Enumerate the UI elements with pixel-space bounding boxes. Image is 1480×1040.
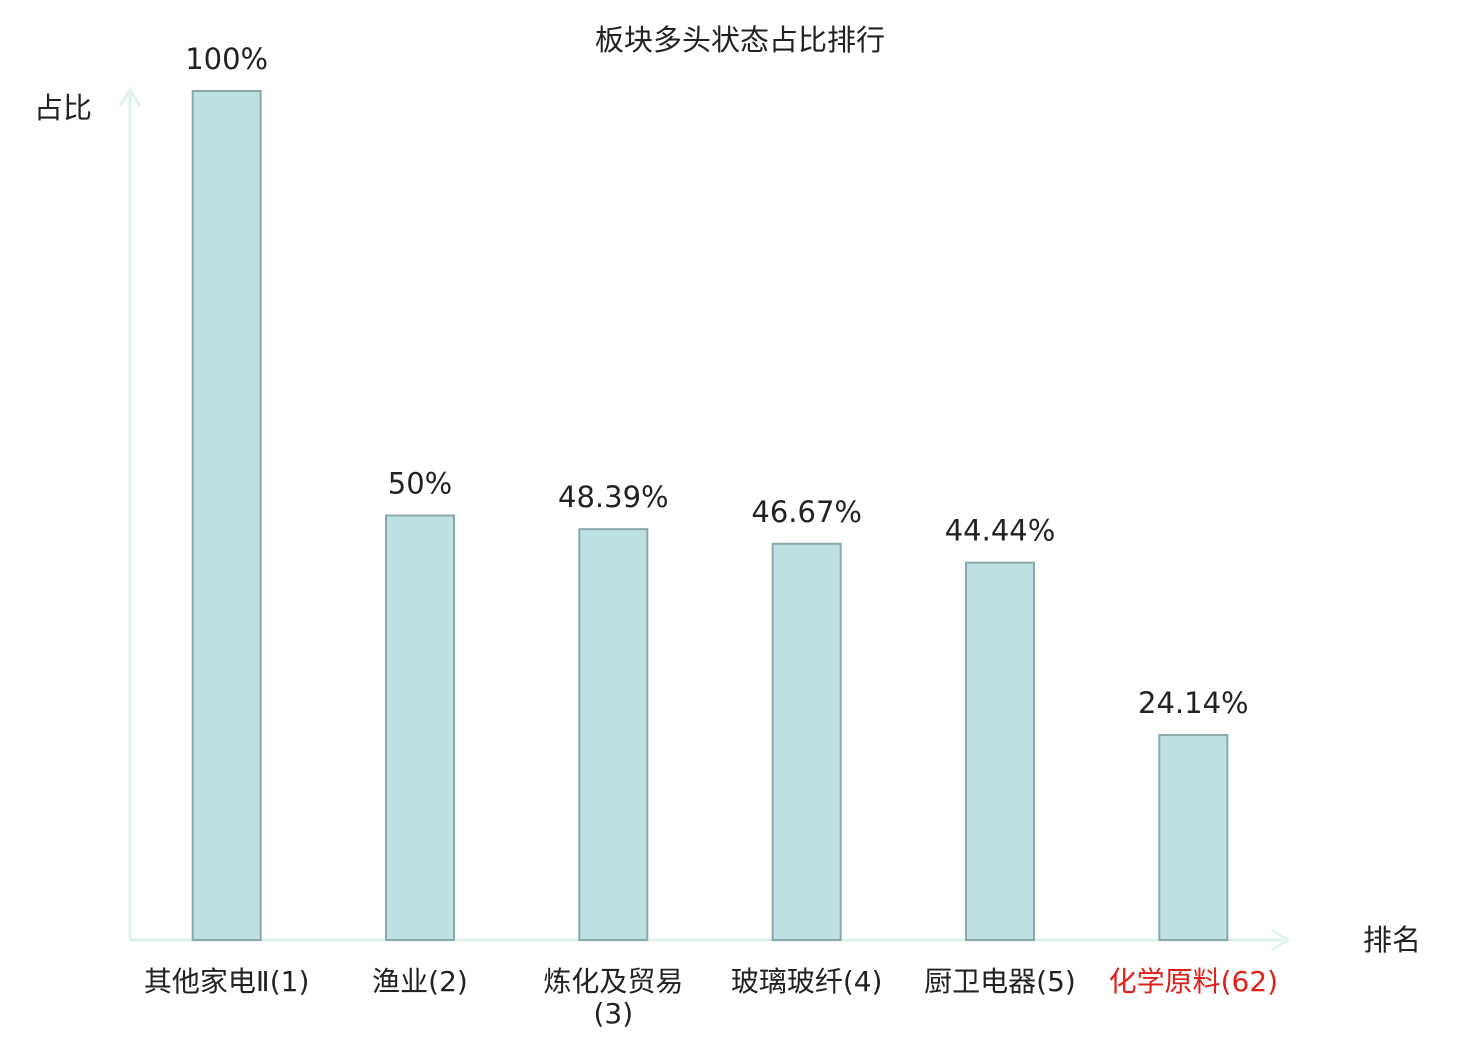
bar [578,528,649,941]
y-arrow [118,87,142,107]
value-label: 48.39% [558,480,669,514]
bar [771,542,842,942]
value-label: 44.44% [945,514,1056,548]
x-tick-label: 玻璃玻纤(4) [730,965,883,998]
value-label: 50% [388,467,452,501]
x-tick-label: 渔业(2) [372,965,468,998]
value-label: 46.67% [751,495,862,529]
bar [1158,734,1229,941]
value-label: 100% [185,42,268,76]
x-tick-label: 化学原料(62) [1108,965,1279,998]
x-tick-label: 其他家电Ⅱ(1) [143,965,310,998]
axes [118,87,1291,952]
value-label: 24.14% [1138,686,1249,720]
bar [385,514,455,941]
x-tick-label: 炼化及贸易(3) [543,965,684,1030]
x-axis-label: 排名 [1363,923,1421,957]
bar [965,561,1035,941]
x-tick-label: 厨卫电器(5) [924,965,1076,998]
chart-title: 板块多头状态占比排行 [595,23,885,57]
x-arrow [1271,928,1291,952]
y-axis-label: 占比 [34,91,92,125]
bar [191,90,262,941]
